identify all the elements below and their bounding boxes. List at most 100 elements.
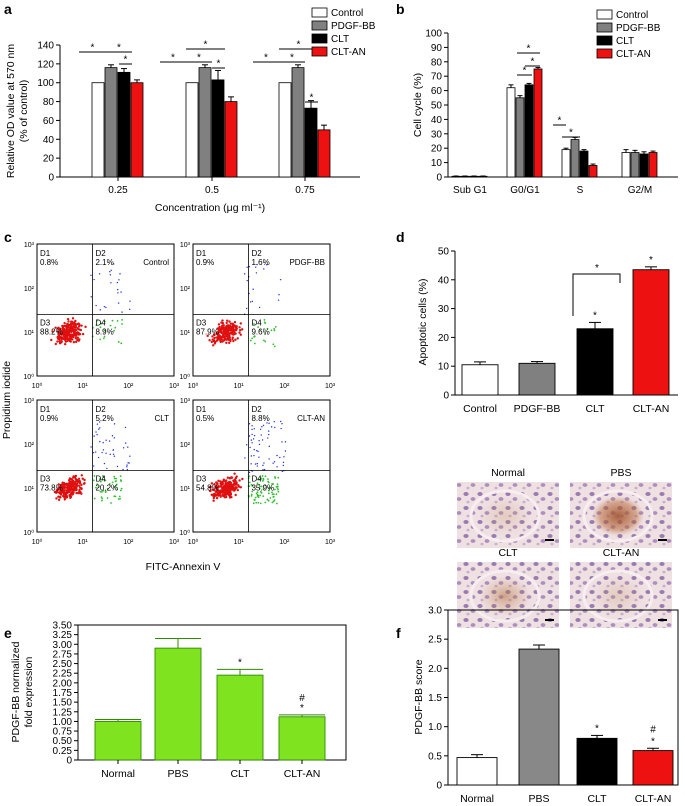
c-dot-green [251,337,254,340]
c-dot-green [264,484,267,487]
c-dot-red [225,319,229,322]
c-dot-green [258,487,261,490]
a-x-tick-label: 0.75 [295,185,315,196]
c-dot-red [228,320,231,323]
c-dot-red [63,328,66,331]
c-dot-blue [243,273,246,275]
a-x-tick-label: 0.5 [205,185,219,196]
c-dot-blue [129,300,131,302]
c-dot-green [270,329,273,332]
b-sig-star: * [527,44,531,55]
c-dot-red [77,328,80,331]
c-dot-red [209,489,212,493]
c-dot-red [229,481,233,485]
c-dot-red [229,339,232,343]
c-dot-green [264,340,267,343]
c-dot-blue [267,430,270,432]
c-dot-red [212,496,216,500]
c-dot-blue [127,446,129,448]
b-bar [506,87,516,178]
c-dot-blue [112,263,115,265]
c-dot-green [101,478,104,481]
c-dot-red [56,327,60,330]
a-sig-star: * [197,53,201,64]
a-legend-swatch-2 [311,33,328,44]
c-dot-red [232,332,236,336]
c-dot-green [255,492,258,495]
c-dot-blue [117,292,119,294]
e-y-tick-label: 0.75 [53,727,73,738]
c-dot-red [65,486,69,490]
e-y-tick-label: 3.25 [53,630,73,641]
c-dot-blue [93,278,95,281]
e-y-tick-label: 1.25 [53,707,73,718]
c-dot-green [271,501,274,504]
panel-label-b: b [396,1,405,17]
c-quad-name: D2 [95,405,106,414]
c-dot-red [61,331,65,334]
c-dot-green [259,490,262,493]
c-dot-red [72,340,76,344]
a-x-axis-label: Concentration (μg ml⁻¹) [155,202,265,214]
c-y-tick-label: 10² [24,286,35,293]
a-bar [130,82,144,178]
c-dot-green [120,487,123,490]
c-dot-green [95,324,98,327]
c-dot-red [230,476,233,479]
c-dot-red [214,484,218,488]
b-y-tick-label: 20 [431,144,443,155]
f-y-tick-label: 1.0 [428,722,442,733]
b-x-tick-label: S [577,185,584,196]
c-dot-green [253,498,256,501]
b-y-tick-label: 60 [431,86,443,97]
c-dot-blue [251,428,253,431]
c-dot-green [263,318,266,321]
c-dot-red [72,476,75,479]
c-dot-red [66,322,69,326]
c-dot-green [263,321,266,324]
c-dot-green [266,498,269,501]
c-plot-title: Control [143,258,169,267]
c-dot-green [268,486,270,489]
c-dot-blue [90,274,92,277]
c-dot-red [78,488,81,492]
c-quad-value: 20.2% [95,484,118,493]
e-star: * [300,703,304,714]
d-sig-bracket [572,273,621,316]
c-dot-blue [263,268,265,270]
c-dot-red [215,339,219,342]
b-bar [561,149,571,178]
b-y-tick-label: 50 [431,101,443,112]
c-dot-blue [129,455,131,457]
c-dot-red [217,484,220,488]
c-dot-red [225,335,228,338]
c-dot-green [259,494,262,497]
c-dot-green [109,324,112,327]
c-dot-green [121,323,123,325]
a-bar [185,82,199,178]
b-legend-entry-3: CLT-AN [616,49,651,60]
c-dot-blue [280,420,282,423]
c-dot-red [69,496,72,500]
d-y-tick-label: 40 [438,275,450,286]
c-dot-blue [256,465,259,467]
c-dot-blue [108,440,111,442]
a-sig-star: * [264,53,268,64]
c-dot-blue [282,464,285,467]
c-dot-red [215,481,218,484]
c-dot-red [238,479,241,482]
c-dot-red [72,486,76,489]
a-legend-entry-3: CLT-AN [331,47,366,58]
d-y-tick-label: 30 [438,304,450,315]
e-y-axis-label: PDGF-BB normalizedfold expression [10,641,35,742]
c-dot-green [251,485,254,488]
c-dot-red [223,330,227,333]
c-dot-red [228,328,232,332]
c-dot-blue [253,428,255,430]
c-quad-value: 5.2% [95,414,113,423]
b-bar [579,150,589,178]
c-dot-green [116,320,119,322]
c-dot-red [212,494,215,497]
c-x-tick-label: 10² [123,539,134,546]
c-dot-green [253,335,256,338]
